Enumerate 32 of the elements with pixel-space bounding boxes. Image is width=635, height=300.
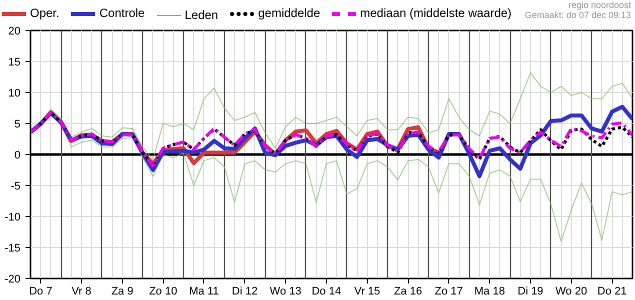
- x-tick-label: Do 7: [29, 286, 52, 298]
- legend-label: gemiddelde: [258, 5, 320, 22]
- text: regio noordoost: [567, 0, 631, 10]
- y-tick-label: -15: [4, 242, 21, 254]
- x-tick-label: Di 12: [232, 286, 258, 298]
- x-tick-label: Zo 10: [149, 286, 178, 298]
- x-tick-label: Di 19: [518, 286, 544, 298]
- legend-label: mediaan (middelste waarde): [360, 5, 512, 22]
- y-tick-label: 0: [14, 150, 21, 162]
- line-series: [30, 114, 632, 242]
- x-tick-label: Ma 11: [189, 286, 219, 298]
- legend-label: Controle: [99, 5, 145, 22]
- x-tick-label: Za 9: [111, 286, 134, 298]
- y-tick-label: 15: [8, 56, 21, 68]
- x-tick-label: Za 16: [394, 286, 422, 298]
- x-tick-label: Wo 20: [555, 286, 588, 298]
- x-tick-label: Zo 17: [434, 286, 463, 298]
- legend-label: Oper.: [30, 5, 60, 22]
- x-tick-label: Vr 8: [72, 286, 92, 298]
- x-tick-label: Ma 18: [474, 286, 505, 298]
- x-tick-label: Vr 15: [354, 286, 380, 298]
- text: Gemaakt: do 07 dec 09:13: [524, 10, 631, 20]
- x-tick-label: Do 14: [312, 286, 342, 298]
- x-tick-label: Wo 13: [270, 286, 302, 298]
- y-tick-label: 5: [14, 118, 21, 130]
- y-tick-label: -5: [10, 180, 20, 192]
- y-tick-label: 20: [8, 26, 21, 38]
- y-tick-label: -20: [4, 274, 21, 286]
- x-tick-label: Do 21: [597, 286, 627, 298]
- legend-label: Leden: [184, 6, 218, 24]
- y-tick-label: -10: [4, 212, 21, 224]
- y-tick-label: 10: [8, 88, 21, 100]
